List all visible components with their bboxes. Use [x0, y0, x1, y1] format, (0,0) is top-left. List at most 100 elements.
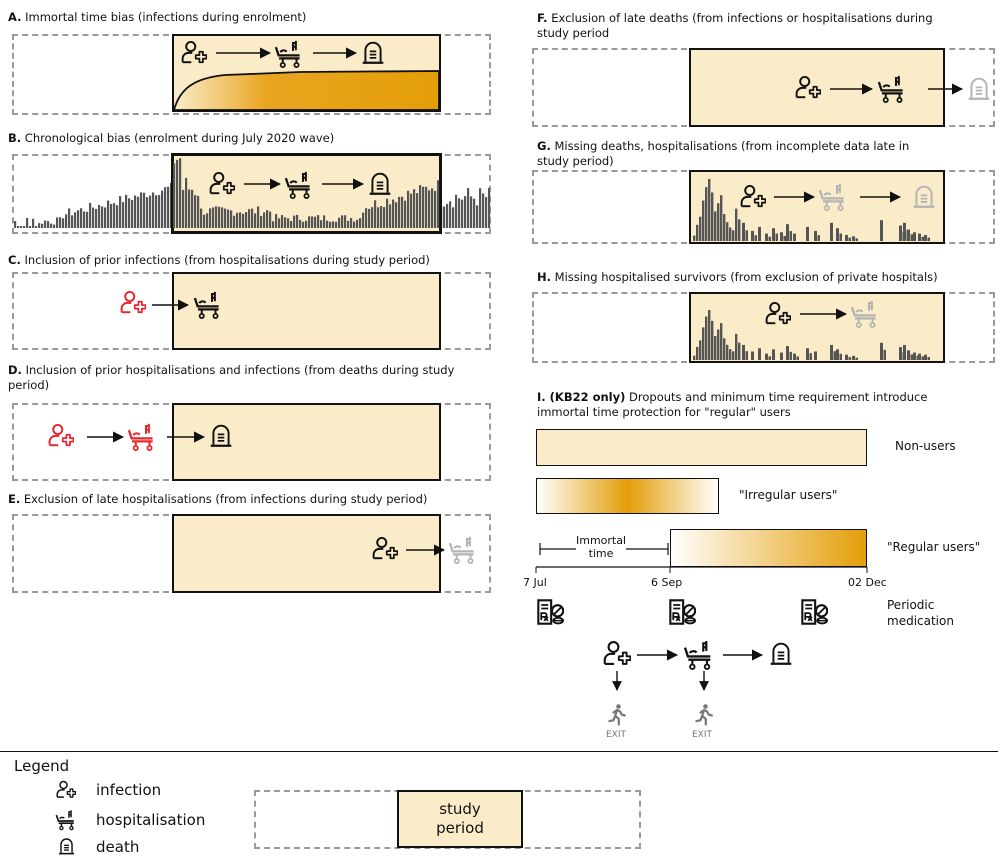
histogram-bar [251, 208, 254, 228]
date-end: 02 Dec [848, 576, 887, 589]
histogram-bar [793, 233, 796, 241]
hospital-bed-icon [274, 39, 301, 69]
histogram-bar [723, 338, 726, 360]
tombstone-icon [769, 642, 793, 665]
histogram-bar [311, 216, 314, 228]
histogram-bar [768, 236, 771, 241]
histogram-bar [830, 344, 833, 360]
histogram-bar [77, 210, 80, 228]
histogram-bar [729, 227, 732, 241]
histogram-bar [80, 208, 83, 228]
histogram-bar [359, 218, 362, 228]
histogram-bar [814, 230, 817, 241]
histogram-bar [179, 158, 182, 228]
histogram-bar [476, 205, 479, 228]
histogram-bar [356, 219, 359, 228]
hospital-bed-icon [683, 639, 712, 671]
histogram-bar [772, 228, 775, 241]
histogram-bar [786, 224, 789, 241]
histogram-bar [374, 200, 377, 228]
histogram-bar [726, 344, 729, 360]
histogram-bar [173, 163, 176, 228]
infection-icon [372, 536, 398, 560]
histogram-bar [305, 220, 308, 228]
legend-tombstone-icon [58, 838, 75, 855]
histogram-bar [789, 351, 792, 360]
histogram-bar [714, 336, 717, 360]
histogram-bar [320, 220, 323, 228]
panel-f-title: F. Exclusion of late deaths (from infect… [537, 11, 933, 40]
histogram-bar [404, 200, 407, 228]
histogram-bar [188, 189, 191, 228]
histogram-bar [35, 226, 38, 228]
histogram-bar [161, 190, 164, 228]
histogram-bar [14, 221, 17, 228]
histogram-bar [425, 186, 428, 228]
histogram-bar [765, 353, 768, 360]
histogram-bar [167, 186, 170, 228]
histogram-bar [732, 351, 735, 360]
histogram-bar [705, 187, 708, 241]
legend-study-period-box: study period [397, 790, 523, 848]
histogram-bar [296, 214, 299, 228]
histogram-bar [907, 350, 910, 360]
histogram-bar [191, 189, 194, 228]
missing-hospital-bed-icon [448, 535, 475, 565]
histogram-bar [224, 208, 227, 228]
histogram-bar [62, 218, 65, 228]
histogram-bar [362, 212, 365, 228]
histogram-bar [248, 209, 251, 228]
histogram-bar [754, 235, 757, 241]
histogram-bar [47, 221, 50, 228]
histogram-bar [56, 217, 59, 228]
histogram-bar [852, 236, 855, 241]
histogram-bar [368, 208, 371, 228]
panel-a-title: A. Immortal time bias (infections during… [8, 10, 307, 24]
histogram-bar [789, 231, 792, 241]
histogram-bar [347, 220, 350, 228]
histogram-bar [257, 206, 260, 228]
histogram-bar [903, 344, 906, 360]
histogram-bar [59, 217, 62, 228]
periodic-medication-label: Periodic medication [887, 598, 954, 628]
histogram-bar [696, 346, 699, 360]
histogram-bar [140, 192, 143, 228]
histogram-bar [910, 354, 913, 360]
missing-tombstone-icon [967, 77, 991, 100]
histogram-bar [738, 219, 741, 241]
histogram-bar [146, 197, 149, 228]
histogram-bar [699, 216, 702, 241]
histogram-bar [113, 203, 116, 228]
histogram-bar [449, 201, 452, 228]
histogram-bar [765, 233, 768, 241]
histogram-bar [149, 195, 152, 228]
histogram-bar [242, 213, 245, 228]
histogram-bar [185, 177, 188, 228]
histogram-bar [20, 226, 23, 228]
histogram-bar [293, 215, 296, 228]
histogram-bar [910, 234, 913, 241]
histogram-bar [278, 218, 281, 228]
histogram-bar [182, 189, 185, 228]
histogram-bar [44, 220, 47, 228]
histogram-bar [200, 208, 203, 228]
histogram-bar [732, 230, 735, 241]
histogram-bar [717, 203, 720, 241]
histogram-bar [699, 340, 702, 360]
immortal-time-label: Immortal time [576, 534, 627, 560]
histogram-bar [806, 226, 809, 241]
histogram-bar [726, 222, 729, 241]
histogram-bar [341, 215, 344, 228]
histogram-bar [137, 196, 140, 228]
histogram-bar [745, 351, 748, 360]
histogram-bar [924, 354, 927, 360]
histogram-bar [717, 329, 720, 360]
hospital-bed-icon [877, 74, 904, 104]
histogram-bar [269, 211, 272, 228]
histogram-bar [899, 347, 902, 360]
histogram-bar [446, 203, 449, 228]
histogram-bar [32, 218, 35, 228]
histogram-bar [281, 215, 284, 228]
histogram-bar [110, 203, 113, 228]
histogram-bar [308, 216, 311, 228]
